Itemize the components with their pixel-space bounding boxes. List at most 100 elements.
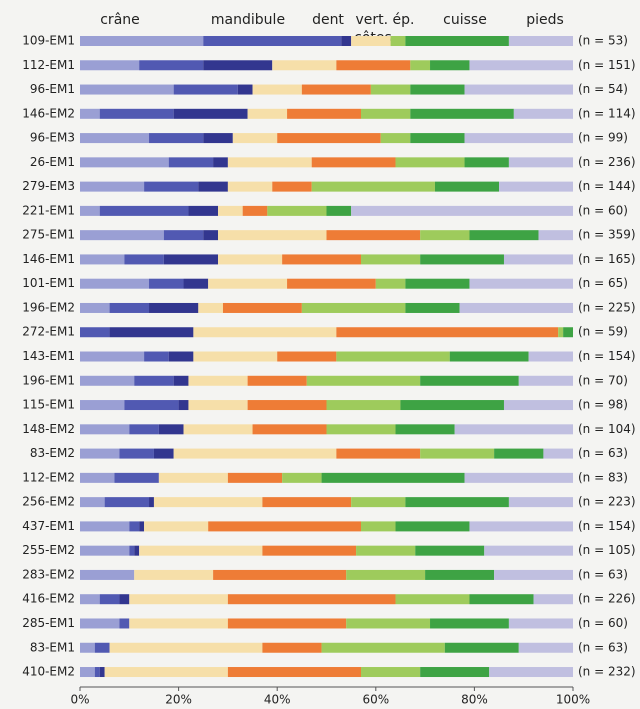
- bar-segment: [168, 157, 214, 168]
- legend-label: vert. ép.: [356, 12, 415, 28]
- bar-segment: [311, 157, 396, 168]
- n-label: (n = 225): [578, 300, 636, 314]
- row-label: 196-EM1: [22, 373, 75, 387]
- row-label: 148-EM2: [22, 422, 75, 436]
- bar-segment: [80, 375, 135, 386]
- bar-segment: [237, 84, 253, 95]
- bar-segment: [346, 569, 426, 580]
- n-label: (n = 226): [578, 592, 636, 606]
- bar-segment: [80, 497, 105, 508]
- row-label: 83-EM2: [30, 446, 75, 460]
- row-label: 256-EM2: [22, 495, 75, 509]
- bar-segment: [262, 545, 357, 556]
- bar-segment: [494, 448, 544, 459]
- bar-segment: [218, 230, 327, 241]
- bar-segment: [321, 642, 445, 653]
- bar-segment: [80, 278, 150, 289]
- n-label: (n = 359): [578, 228, 636, 242]
- bar-segment: [508, 497, 573, 508]
- bar-segment: [173, 448, 337, 459]
- n-label: (n = 59): [578, 325, 628, 339]
- n-label: (n = 54): [578, 82, 628, 96]
- n-label: (n = 151): [578, 58, 636, 72]
- row-label: 112-EM1: [22, 58, 75, 72]
- bar-segment: [94, 642, 110, 653]
- row-label: 410-EM2: [22, 665, 75, 679]
- bar-segment: [80, 36, 204, 46]
- bar-segment: [119, 448, 154, 459]
- bar-segment: [158, 424, 184, 435]
- bar-segment: [326, 205, 352, 216]
- bar-segment: [311, 181, 435, 192]
- bar-segment: [464, 157, 509, 168]
- n-label: (n = 144): [578, 179, 636, 193]
- n-label: (n = 154): [578, 349, 636, 363]
- x-tick-label: 100%: [556, 693, 590, 707]
- bar-segment: [124, 400, 179, 411]
- n-label: (n = 63): [578, 446, 628, 460]
- bar-segment: [469, 521, 573, 532]
- bar-segment: [158, 472, 228, 483]
- bar-segment: [282, 472, 322, 483]
- bar-segment: [188, 375, 248, 386]
- legend-label: dent: [312, 12, 344, 28]
- bar-segment: [129, 618, 228, 629]
- bar-segment: [370, 84, 411, 95]
- bar-segment: [80, 594, 100, 605]
- bar-segment: [208, 521, 362, 532]
- row-label: 283-EM2: [22, 567, 75, 581]
- bar-segment: [183, 278, 209, 289]
- bar-segment: [129, 545, 135, 556]
- n-label: (n = 83): [578, 470, 628, 484]
- bar-segment: [104, 667, 228, 678]
- bar-segment: [80, 472, 115, 483]
- n-label: (n = 65): [578, 276, 628, 290]
- bar-segment: [218, 205, 243, 216]
- bar-segment: [80, 642, 95, 653]
- bar-segment: [188, 400, 248, 411]
- n-label: (n = 154): [578, 519, 636, 533]
- bar-segment: [149, 133, 204, 144]
- row-label: 96-EM3: [30, 131, 75, 145]
- bar-segment: [203, 133, 233, 144]
- bar-segment: [277, 351, 337, 362]
- row-label: 285-EM1: [22, 616, 75, 630]
- bar-segment: [80, 302, 110, 313]
- bar-segment: [415, 545, 485, 556]
- bar-segment: [513, 108, 573, 119]
- bar-segment: [405, 36, 509, 46]
- legend-label: crâne: [100, 12, 140, 28]
- bar-segment: [306, 375, 421, 386]
- bar-segment: [508, 157, 573, 168]
- bar-segment: [247, 400, 327, 411]
- bar-segment: [563, 327, 573, 338]
- n-label: (n = 60): [578, 203, 628, 217]
- n-label: (n = 60): [578, 616, 628, 630]
- row-label: 272-EM1: [22, 325, 75, 339]
- legend-label: pieds: [526, 12, 564, 28]
- row-label: 275-EM1: [22, 228, 75, 242]
- bar-segment: [80, 667, 95, 678]
- bar-segment: [144, 521, 209, 532]
- bar-segment: [163, 254, 219, 265]
- bar-segment: [434, 181, 500, 192]
- bar-segment: [149, 302, 199, 313]
- n-label: (n = 53): [578, 34, 628, 48]
- bar-segment: [168, 351, 194, 362]
- bar-segment: [508, 618, 573, 629]
- bar-segment: [252, 84, 302, 95]
- bar-segment: [287, 278, 376, 289]
- bar-segment: [80, 521, 130, 532]
- bar-segment: [533, 594, 573, 605]
- bar-segment: [444, 642, 519, 653]
- n-label: (n = 223): [578, 495, 636, 509]
- bar-segment: [173, 375, 189, 386]
- bar-segment: [336, 327, 559, 338]
- row-label: 146-EM1: [22, 252, 75, 266]
- bar-segment: [518, 375, 573, 386]
- bar-segment: [518, 642, 573, 653]
- bar-segment: [227, 181, 273, 192]
- legend-label: cuisse: [443, 12, 487, 28]
- bar-segment: [203, 36, 342, 46]
